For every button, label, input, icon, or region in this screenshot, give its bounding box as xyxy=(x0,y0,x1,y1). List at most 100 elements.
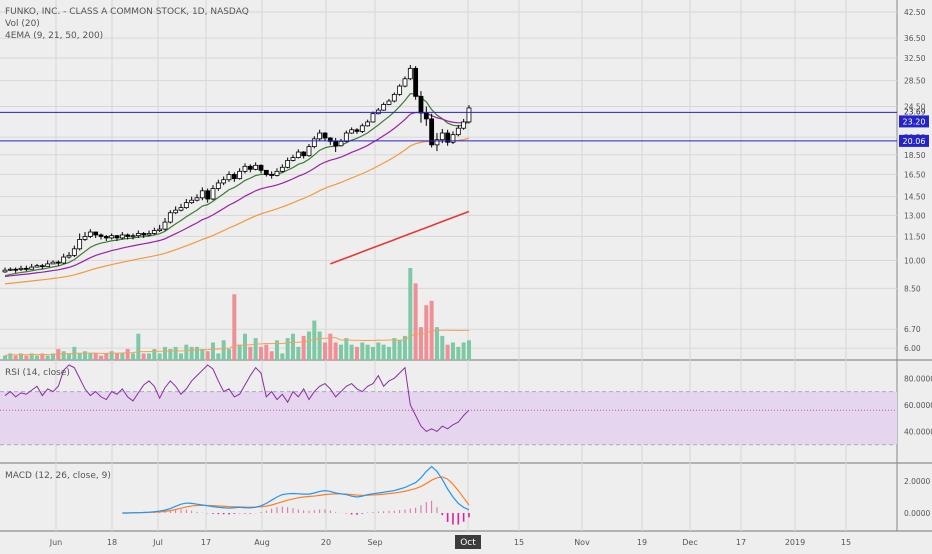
candle-body[interactable] xyxy=(413,67,419,97)
candle-body[interactable] xyxy=(146,233,152,236)
candle-body[interactable] xyxy=(295,151,301,158)
candle-body[interactable] xyxy=(183,202,189,209)
candle-body[interactable] xyxy=(29,266,35,270)
candle-body[interactable] xyxy=(466,107,472,123)
candle-body[interactable] xyxy=(109,235,115,239)
candle-body[interactable] xyxy=(445,132,451,143)
candle-body[interactable] xyxy=(434,139,440,146)
candle-body[interactable] xyxy=(18,267,24,271)
candle-body[interactable] xyxy=(103,236,109,239)
candle-body[interactable] xyxy=(247,165,253,170)
candle-body[interactable] xyxy=(215,182,221,189)
candle-body[interactable] xyxy=(322,132,328,139)
candle-body[interactable] xyxy=(402,78,408,87)
candle-body[interactable] xyxy=(66,254,72,258)
candle-body[interactable] xyxy=(461,121,467,129)
candle-body[interactable] xyxy=(93,231,99,236)
candle-body[interactable] xyxy=(119,234,125,239)
candle-body[interactable] xyxy=(210,188,216,200)
candle-body[interactable] xyxy=(301,151,307,157)
candle-body[interactable] xyxy=(327,137,333,142)
volume-bar xyxy=(24,355,29,360)
candle-body[interactable] xyxy=(354,129,360,132)
candle-body[interactable] xyxy=(263,169,269,175)
candle-body[interactable] xyxy=(55,261,61,264)
volume-bar xyxy=(290,333,295,360)
candle-body[interactable] xyxy=(242,165,248,172)
candle-body[interactable] xyxy=(87,231,93,237)
candle-body[interactable] xyxy=(455,127,461,136)
candle-body[interactable] xyxy=(418,95,424,114)
candle-body[interactable] xyxy=(343,132,349,142)
candle-body[interactable] xyxy=(253,164,259,170)
candle-body[interactable] xyxy=(189,199,195,204)
candle-body[interactable] xyxy=(39,265,45,268)
candle-body[interactable] xyxy=(386,100,392,105)
candle-body[interactable] xyxy=(157,228,163,231)
candle-body[interactable] xyxy=(407,67,413,80)
candle-body[interactable] xyxy=(439,132,445,141)
candle-body[interactable] xyxy=(199,190,205,199)
candle-body[interactable] xyxy=(391,93,397,102)
candle-body[interactable] xyxy=(7,268,13,271)
candle-body[interactable] xyxy=(365,121,371,127)
candle-body[interactable] xyxy=(450,134,456,143)
candle-body[interactable] xyxy=(23,267,29,270)
candles[interactable] xyxy=(2,65,472,273)
candle-body[interactable] xyxy=(50,261,56,265)
candle-body[interactable] xyxy=(381,104,387,111)
candle-body[interactable] xyxy=(45,263,51,267)
candle-body[interactable] xyxy=(226,174,232,181)
candle-body[interactable] xyxy=(359,125,365,132)
candle-body[interactable] xyxy=(77,239,83,250)
volume-bar xyxy=(392,338,397,360)
candle-body[interactable] xyxy=(135,233,141,237)
candle-body[interactable] xyxy=(423,112,429,120)
volume-bar xyxy=(200,349,205,360)
candle-body[interactable] xyxy=(290,157,296,161)
candle-body[interactable] xyxy=(205,190,211,200)
candle-body[interactable] xyxy=(61,256,67,264)
candle-body[interactable] xyxy=(274,170,280,176)
candle-body[interactable] xyxy=(285,160,291,168)
candle-body[interactable] xyxy=(333,140,339,147)
candle-body[interactable] xyxy=(194,197,200,201)
candle-body[interactable] xyxy=(397,85,403,95)
candle-body[interactable] xyxy=(349,129,355,134)
candle-body[interactable] xyxy=(370,113,376,123)
candle-body[interactable] xyxy=(114,235,120,239)
candle-body[interactable] xyxy=(231,174,237,180)
candle-body[interactable] xyxy=(2,269,8,273)
candle-body[interactable] xyxy=(338,140,344,147)
price-badge-text: 20.06 xyxy=(903,137,926,146)
candle-body[interactable] xyxy=(13,268,19,271)
candle-body[interactable] xyxy=(269,174,275,176)
price-axis-label: 18.50 xyxy=(904,151,926,160)
candle-body[interactable] xyxy=(311,138,317,148)
candle-body[interactable] xyxy=(173,209,179,214)
volume-bar xyxy=(29,353,34,360)
candle-body[interactable] xyxy=(279,166,285,172)
candle-body[interactable] xyxy=(34,265,40,268)
candle-body[interactable] xyxy=(429,118,435,146)
candle-body[interactable] xyxy=(98,234,104,237)
candle-body[interactable] xyxy=(125,234,131,237)
candle-body[interactable] xyxy=(151,230,157,234)
candle-body[interactable] xyxy=(306,146,312,157)
candle-body[interactable] xyxy=(237,170,243,180)
candle-body[interactable] xyxy=(258,164,264,171)
volume-bar xyxy=(322,342,327,360)
candle-body[interactable] xyxy=(178,207,184,211)
candle-body[interactable] xyxy=(162,221,168,230)
candle-body[interactable] xyxy=(221,179,227,184)
candle-body[interactable] xyxy=(130,235,136,238)
candle-body[interactable] xyxy=(141,233,147,236)
price-axis-label: 10.00 xyxy=(904,256,926,265)
candle-body[interactable] xyxy=(317,132,323,140)
candle-body[interactable] xyxy=(71,248,77,256)
candle-body[interactable] xyxy=(167,212,173,223)
candle-body[interactable] xyxy=(82,236,88,240)
horizontal-levels[interactable] xyxy=(0,111,897,142)
